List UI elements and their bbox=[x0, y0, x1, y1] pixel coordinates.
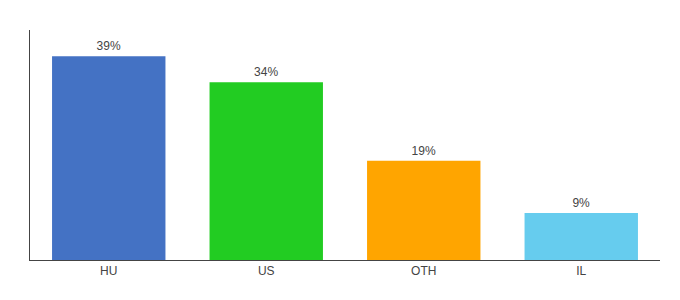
svg-text:19%: 19% bbox=[412, 144, 436, 158]
svg-text:34%: 34% bbox=[254, 65, 278, 79]
svg-text:9%: 9% bbox=[572, 196, 590, 210]
svg-text:OTH: OTH bbox=[411, 264, 436, 278]
svg-text:HU: HU bbox=[100, 264, 117, 278]
svg-text:IL: IL bbox=[576, 264, 586, 278]
svg-text:39%: 39% bbox=[97, 39, 121, 53]
svg-text:US: US bbox=[258, 264, 275, 278]
